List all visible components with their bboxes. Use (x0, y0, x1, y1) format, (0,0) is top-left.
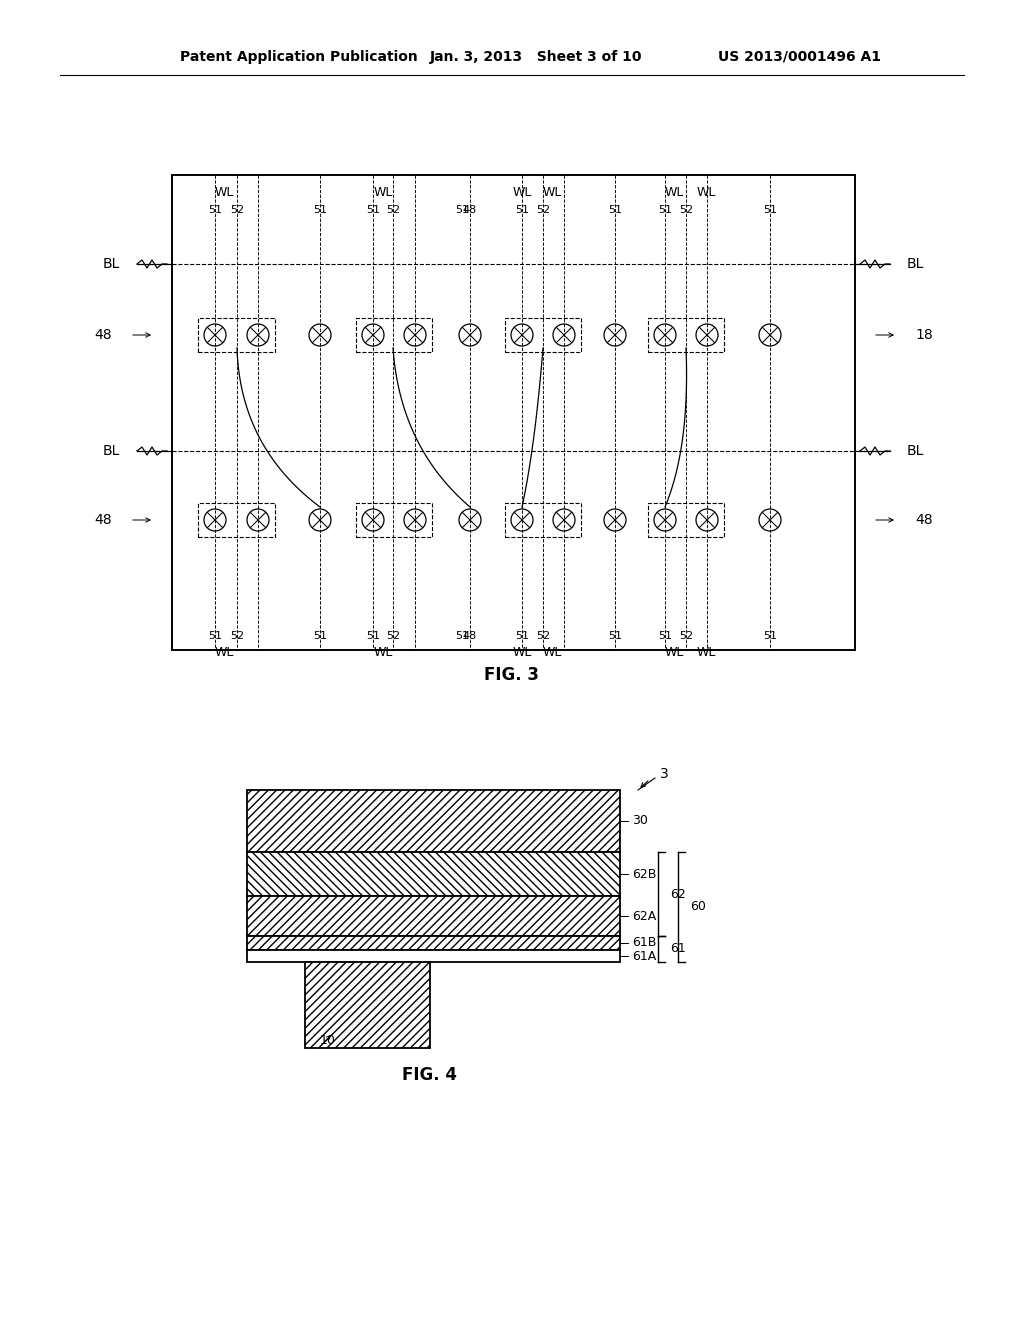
Text: 62B: 62B (632, 867, 656, 880)
Text: 52: 52 (386, 631, 400, 642)
Text: 52: 52 (679, 631, 693, 642)
Text: 51: 51 (515, 205, 529, 215)
Text: WL: WL (696, 645, 716, 659)
Text: 51: 51 (658, 631, 672, 642)
Bar (198, 503, 275, 537)
Text: 61B: 61B (632, 936, 656, 949)
Text: WL: WL (665, 645, 684, 659)
Text: 51: 51 (763, 205, 777, 215)
Text: 48: 48 (94, 513, 112, 527)
Text: 52: 52 (230, 631, 244, 642)
Text: 48: 48 (463, 631, 477, 642)
Bar (247, 950, 620, 962)
Text: 52: 52 (386, 205, 400, 215)
Text: 51: 51 (313, 205, 327, 215)
Bar (198, 318, 275, 352)
Bar (648, 503, 724, 537)
Text: WL: WL (696, 186, 716, 198)
Text: WL: WL (214, 645, 233, 659)
Text: Patent Application Publication: Patent Application Publication (180, 50, 418, 63)
Text: 51: 51 (313, 631, 327, 642)
Bar (505, 318, 581, 352)
Bar (305, 962, 430, 1048)
Text: 51: 51 (515, 631, 529, 642)
Bar (356, 503, 432, 537)
Text: 51: 51 (366, 631, 380, 642)
Text: 51: 51 (455, 631, 469, 642)
Text: FIG. 3: FIG. 3 (484, 667, 540, 684)
Text: 62A: 62A (632, 909, 656, 923)
Bar (356, 318, 432, 352)
Bar (648, 318, 724, 352)
Text: 52: 52 (679, 205, 693, 215)
Text: 52: 52 (536, 205, 550, 215)
Text: 18: 18 (915, 327, 933, 342)
Text: 48: 48 (463, 205, 477, 215)
Text: FIG. 4: FIG. 4 (402, 1067, 458, 1084)
Text: 60: 60 (690, 900, 706, 913)
Text: 51: 51 (208, 631, 222, 642)
Text: 51: 51 (658, 205, 672, 215)
Text: 3: 3 (660, 767, 669, 781)
Text: 48: 48 (915, 513, 933, 527)
Text: WL: WL (374, 645, 392, 659)
Text: 61: 61 (670, 942, 686, 956)
Text: 52: 52 (230, 205, 244, 215)
Text: WL: WL (512, 645, 531, 659)
Text: 51: 51 (608, 631, 622, 642)
Bar (247, 789, 620, 851)
Text: WL: WL (214, 186, 233, 198)
Text: 51: 51 (208, 205, 222, 215)
Text: BL: BL (907, 444, 925, 458)
Bar (247, 936, 620, 950)
Bar (505, 503, 581, 537)
Text: WL: WL (543, 186, 562, 198)
Text: WL: WL (543, 645, 562, 659)
Text: 51: 51 (455, 205, 469, 215)
Text: 62: 62 (670, 887, 686, 900)
Text: 61A: 61A (632, 949, 656, 962)
Text: 51: 51 (763, 631, 777, 642)
Text: Jan. 3, 2013   Sheet 3 of 10: Jan. 3, 2013 Sheet 3 of 10 (430, 50, 642, 63)
Bar (247, 851, 620, 896)
Text: 51: 51 (608, 205, 622, 215)
Text: US 2013/0001496 A1: US 2013/0001496 A1 (718, 50, 881, 63)
Text: BL: BL (102, 444, 120, 458)
Text: 52: 52 (536, 631, 550, 642)
Text: 10: 10 (319, 1034, 336, 1047)
Text: 30: 30 (632, 814, 648, 828)
Text: 48: 48 (94, 327, 112, 342)
Text: BL: BL (102, 257, 120, 271)
Text: WL: WL (665, 186, 684, 198)
Bar (172, 176, 855, 649)
Bar (247, 896, 620, 936)
Text: WL: WL (374, 186, 392, 198)
Text: BL: BL (907, 257, 925, 271)
Text: WL: WL (512, 186, 531, 198)
Text: 51: 51 (366, 205, 380, 215)
